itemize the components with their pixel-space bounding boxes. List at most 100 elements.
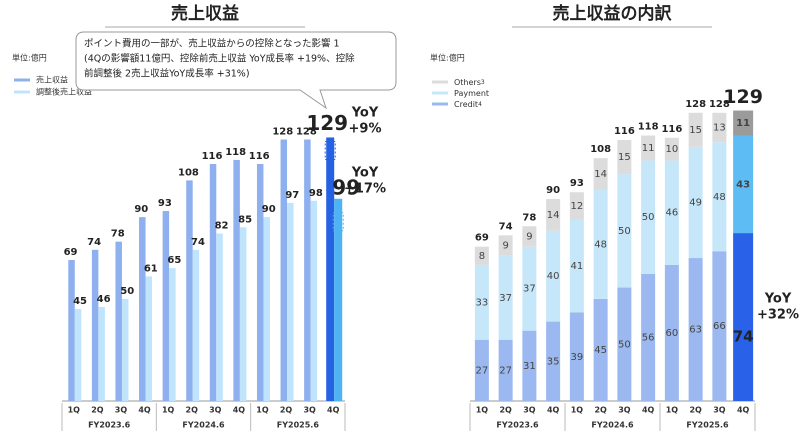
value-label: 45	[73, 296, 87, 307]
bar-segment	[522, 226, 537, 247]
total-label: 128	[685, 99, 706, 110]
bar-segment	[688, 112, 703, 147]
x-tick-label: 4Q	[138, 406, 151, 415]
value-label: 116	[249, 151, 270, 162]
segment-label: 27	[476, 365, 489, 376]
segment-label: 35	[547, 356, 560, 367]
x-tick-label: 4Q	[737, 406, 750, 415]
total-label: 108	[590, 144, 611, 155]
bar-segment	[641, 135, 656, 161]
bar-segment	[664, 160, 679, 265]
dashed-box	[324, 140, 336, 160]
x-tick-label: 1Q	[68, 406, 81, 415]
segment-label: 8	[479, 251, 485, 262]
bar-segment	[569, 192, 584, 220]
bar-segment	[498, 235, 513, 256]
chart-title: 売上収益の内訳	[553, 3, 673, 24]
x-tick-label: 1Q	[162, 406, 175, 415]
bar-segment	[641, 160, 656, 274]
bar	[334, 198, 343, 401]
value-label: 65	[167, 255, 181, 266]
bar-segment	[546, 321, 561, 401]
segment-label: 11	[642, 143, 655, 154]
x-tick-label: 3Q	[115, 406, 128, 415]
x-tick-label: 3Q	[713, 406, 726, 415]
bar-segment	[641, 273, 656, 401]
annotation: +17%	[344, 182, 386, 197]
x-tick-label: 2Q	[186, 406, 199, 415]
callout-text: ポイント費用の一部が、売上収益からの控除となった影響 1	[84, 38, 340, 50]
group-label: FY2023.6	[88, 421, 131, 430]
bar-segment	[712, 142, 727, 252]
bar-segment	[569, 312, 584, 401]
callout-text: 前調整後 2売上収益YoY成長率 +31%)	[84, 68, 250, 80]
bar	[304, 139, 311, 401]
x-tick-label: 1Q	[256, 406, 269, 415]
x-tick-label: 2Q	[499, 406, 512, 415]
bar-segment	[664, 264, 679, 401]
x-tick-label: 2Q	[91, 406, 104, 415]
value-label: 98	[309, 188, 323, 199]
segment-label: 33	[476, 297, 489, 308]
bar	[68, 260, 75, 401]
bar	[186, 180, 193, 401]
bar	[169, 268, 176, 401]
bar-segment	[498, 255, 513, 340]
segment-label: 14	[547, 210, 560, 221]
x-tick-label: 2Q	[594, 406, 607, 415]
bar-segment	[569, 219, 584, 313]
bar	[192, 249, 200, 401]
x-tick-label: 2Q	[280, 406, 293, 415]
segment-label: 46	[666, 208, 679, 219]
value-label: 46	[97, 294, 111, 305]
segment-label: 9	[526, 231, 532, 242]
bar-segment	[522, 330, 537, 401]
segment-label: 56	[642, 332, 655, 343]
bar	[216, 233, 223, 401]
segment-label: 50	[618, 226, 631, 237]
segment-label: 63	[689, 325, 702, 336]
value-label: 90	[134, 204, 148, 215]
value-label: 90	[262, 204, 276, 215]
x-tick-label: 3Q	[303, 406, 316, 415]
value-label: 108	[178, 167, 199, 178]
dashed-box	[332, 212, 344, 232]
value-label: 85	[238, 214, 252, 225]
x-tick-label: 1Q	[666, 406, 679, 415]
total-label: 118	[638, 122, 659, 133]
value-label: 74	[87, 237, 101, 248]
group-label: FY2024.6	[182, 421, 225, 430]
bar	[139, 217, 146, 401]
bar	[91, 249, 99, 401]
chart-title: 売上収益	[171, 3, 239, 24]
callout-text: (4Qの影響額11億円、控除前売上収益 YoY成長率 +19%、控除	[84, 53, 355, 65]
segment-label: 60	[666, 328, 679, 339]
legend-name: Payment	[454, 89, 489, 98]
annotation: YoY	[764, 292, 792, 307]
value-label: 82	[215, 220, 229, 231]
total-label: 90	[546, 185, 560, 196]
segment-label: 15	[689, 125, 702, 136]
x-tick-label: 4Q	[642, 406, 655, 415]
value-label: 78	[111, 229, 125, 240]
bar-segment	[522, 246, 537, 331]
total-label: 69	[475, 233, 489, 244]
value-label: 118	[225, 147, 246, 158]
bar-segment	[617, 140, 632, 175]
bar	[287, 202, 294, 401]
legend-label: 調整後売上収益	[36, 87, 92, 97]
bar	[280, 139, 288, 401]
value-label: 50	[120, 286, 134, 297]
segment-label: 48	[594, 239, 607, 250]
value-label: 99	[332, 175, 360, 199]
bar-segment	[474, 339, 489, 401]
bar-segment	[593, 298, 608, 401]
bar	[233, 159, 240, 401]
group-label: FY2024.6	[591, 421, 634, 430]
x-tick-label: 4Q	[547, 406, 560, 415]
value-label: 74	[191, 237, 205, 248]
bar	[310, 200, 318, 401]
segment-label: 50	[642, 212, 655, 223]
unit-label: 単位:億円	[430, 53, 465, 63]
